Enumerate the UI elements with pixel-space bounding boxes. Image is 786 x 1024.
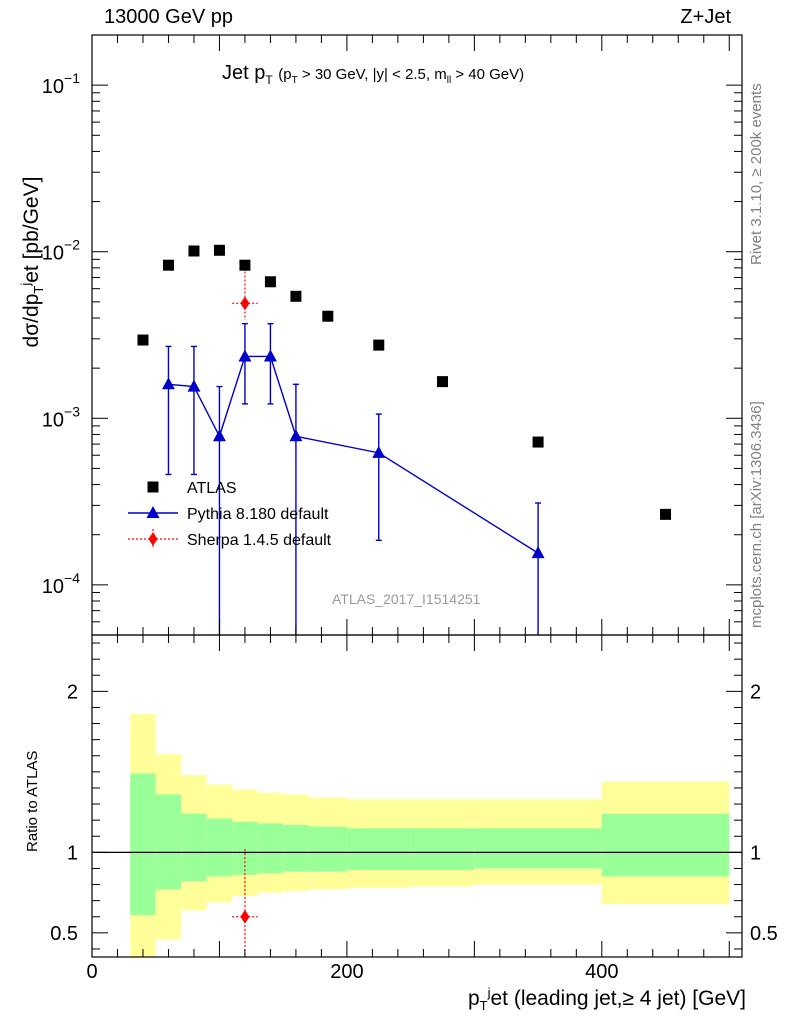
x-tick-label: 0 — [86, 961, 97, 983]
atlas-point — [660, 508, 672, 520]
atlas-point — [290, 290, 302, 302]
main-y-tick-label: 10−1 — [42, 70, 80, 98]
main-y-axis-label: dσ/dpTjet [pb/GeV] — [18, 176, 47, 348]
atlas-point — [373, 339, 385, 351]
pythia-point — [289, 429, 303, 442]
ratio-y-tick-label-right: 1 — [750, 842, 761, 864]
ratio-band-green — [155, 794, 182, 890]
pythia-point — [161, 377, 175, 390]
atlas-point — [322, 310, 334, 322]
ratio-y-tick-label-right: 0.5 — [750, 923, 778, 945]
header-energy-label: 13000 GeV pp — [104, 6, 233, 28]
ratio-y-tick-label-right: 2 — [750, 681, 761, 703]
atlas-point — [213, 244, 225, 256]
atlas-point — [162, 259, 174, 271]
x-tick-label: 400 — [585, 961, 618, 983]
ratio-y-tick-label-left: 0.5 — [50, 923, 78, 945]
ratio-uncertainty-bands — [130, 713, 730, 957]
main-y-tick-label: 10−3 — [42, 403, 80, 431]
legend-pythia-marker — [146, 506, 160, 518]
axis-ticks — [91, 34, 742, 957]
legend-label: Sherpa 1.4.5 default — [187, 532, 332, 549]
main-y-tick-label: 10−2 — [42, 237, 80, 265]
pythia-point — [263, 349, 277, 362]
ratio-band-green — [474, 828, 602, 869]
x-tick-label: 200 — [330, 961, 363, 983]
mcplots-reference-label: mcplots.cern.ch [arXiv:1306.3436] — [748, 401, 765, 628]
legend: ATLAS Pythia 8.180 default Sherpa 1.4.5 de… — [128, 480, 332, 549]
legend-atlas-marker — [147, 481, 159, 493]
ratio-band-green — [346, 828, 411, 871]
pythia-line — [168, 355, 539, 554]
ratio-y-axis-label: Ratio to ATLAS — [24, 750, 41, 852]
legend-label: Pythia 8.180 default — [187, 506, 329, 523]
pythia-point — [372, 445, 386, 458]
legend-label: ATLAS — [187, 480, 237, 497]
atlas-point — [239, 259, 251, 271]
x-axis-label: pTjet (leading jet,≥ 4 jet) [GeV] — [467, 985, 746, 1014]
pythia-point — [531, 546, 545, 559]
legend-sherpa-marker — [148, 532, 158, 546]
rivet-version-label: Rivet 3.1.10, ≥ 200k events — [748, 83, 765, 265]
ratio-band-green — [181, 813, 207, 882]
atlas-point — [532, 436, 544, 448]
atlas-point — [436, 376, 448, 388]
pythia-point — [212, 429, 226, 442]
pythia-point — [187, 379, 201, 392]
ratio-band-green — [206, 818, 233, 877]
ratio-sherpa-point — [240, 909, 250, 924]
plot-title: Jet pT (pT > 30 GeV, |y| < 2.5, mll > 40… — [222, 62, 525, 87]
ratio-band-green — [308, 826, 347, 872]
ratio-band-green — [410, 828, 475, 871]
ratio-series — [232, 849, 258, 957]
analysis-watermark: ATLAS_2017_I1514251 — [332, 591, 481, 607]
main-y-tick-label: 10−4 — [42, 570, 80, 598]
sherpa-point — [240, 296, 250, 311]
ratio-band-green — [283, 824, 309, 872]
ratio-band-green — [257, 823, 284, 874]
ratio-frame — [91, 634, 743, 958]
ratio-band-green — [130, 773, 156, 916]
ratio-y-tick-label-left: 1 — [67, 842, 78, 864]
atlas-point — [137, 334, 149, 346]
atlas-point — [188, 245, 200, 257]
atlas-point — [264, 276, 276, 288]
axis-tick-labels: 10−1 10−2 10−3 10−4 0.5 0.5 1 1 2 2 0 200 400 — [42, 70, 778, 983]
ratio-band-green — [601, 813, 730, 877]
header-process-label: Z+Jet — [680, 6, 731, 28]
main-series — [137, 244, 672, 635]
ratio-y-tick-label-left: 2 — [67, 681, 78, 703]
pythia-point — [238, 349, 252, 362]
